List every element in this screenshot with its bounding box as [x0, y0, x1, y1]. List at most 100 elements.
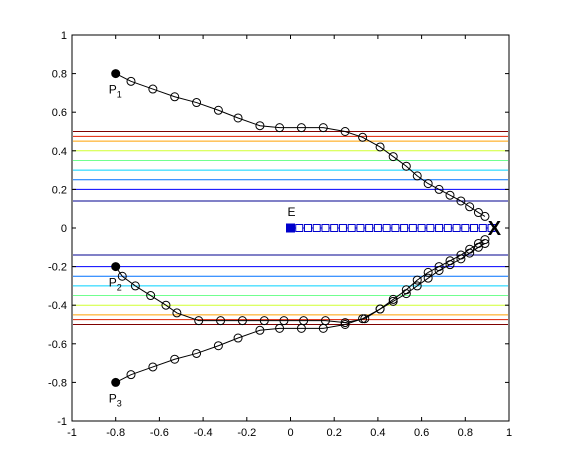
data-point — [255, 325, 265, 335]
data-point — [117, 271, 127, 281]
data-point — [365, 224, 374, 232]
x-tick-label: -0.8 — [106, 427, 125, 439]
e-label: E — [288, 205, 296, 219]
point-label: P2 — [109, 276, 122, 293]
data-point — [170, 354, 180, 364]
data-point — [192, 348, 202, 358]
point-label-sub: 3 — [117, 398, 122, 408]
data-point — [170, 92, 180, 102]
x-tick-label: -1 — [67, 427, 77, 439]
point-label: P3 — [109, 391, 122, 408]
data-point — [445, 190, 455, 200]
data-point — [423, 273, 433, 283]
data-point — [412, 281, 422, 291]
data-point — [318, 323, 328, 333]
point-label-sub: 2 — [117, 283, 122, 293]
x-marker-label: X — [488, 218, 502, 240]
data-point — [303, 224, 312, 232]
data-point — [408, 224, 417, 232]
data-point-start — [111, 377, 121, 387]
data-point — [233, 113, 243, 123]
x-tick-label: 0 — [287, 427, 293, 439]
x-tick-label: -0.4 — [194, 427, 213, 439]
x-tick-label: 0.4 — [370, 427, 385, 439]
series-layer — [111, 69, 496, 387]
data-point — [216, 316, 226, 326]
data-point — [423, 179, 433, 189]
data-point — [172, 308, 182, 318]
data-point — [296, 123, 306, 133]
data-point — [426, 224, 435, 232]
data-point — [473, 208, 483, 218]
data-point — [146, 291, 156, 301]
data-point — [130, 281, 140, 291]
data-point — [126, 370, 136, 380]
data-point — [480, 211, 490, 221]
data-point — [233, 333, 243, 343]
data-point — [480, 238, 490, 248]
data-point — [443, 224, 452, 232]
data-point — [445, 256, 455, 266]
data-point — [296, 323, 306, 333]
data-point — [259, 316, 269, 326]
y-tick-label: -1 — [57, 416, 67, 428]
data-point — [435, 224, 444, 232]
data-point — [275, 123, 285, 133]
data-point — [470, 224, 479, 232]
point-label-main: P — [109, 83, 117, 97]
data-point — [434, 262, 444, 272]
point-label-main: P — [109, 391, 117, 405]
series-3 — [111, 235, 490, 387]
data-point — [148, 362, 158, 372]
data-point — [401, 161, 411, 171]
series-1 — [111, 69, 490, 221]
data-point — [391, 224, 400, 232]
data-point — [465, 244, 475, 254]
data-point — [412, 171, 422, 181]
y-tick-label: 0.8 — [52, 69, 67, 81]
data-point — [456, 196, 466, 206]
data-point — [275, 323, 285, 333]
data-point — [255, 121, 265, 131]
data-point — [473, 238, 483, 248]
y-tick-label: 0.4 — [52, 146, 67, 158]
data-point — [279, 316, 289, 326]
data-point-start — [111, 69, 121, 79]
data-point — [237, 316, 247, 326]
data-point — [388, 152, 398, 162]
data-point — [401, 285, 411, 295]
data-point — [375, 304, 385, 314]
data-point — [417, 224, 426, 232]
x-tick-label: -0.2 — [237, 427, 256, 439]
x-tick-label: 0.6 — [414, 427, 429, 439]
series-line — [115, 243, 486, 324]
data-point — [487, 224, 496, 232]
data-point — [382, 224, 391, 232]
data-point — [148, 84, 158, 94]
band-lines — [73, 131, 508, 325]
data-point — [461, 224, 470, 232]
point-label-sub: 1 — [117, 90, 122, 100]
y-tick-label: -0.4 — [48, 300, 67, 312]
y-tick-label: -0.2 — [48, 262, 67, 274]
y-tick-label: 0.2 — [52, 184, 67, 196]
data-point — [192, 98, 202, 108]
data-point — [213, 105, 223, 115]
data-point — [375, 142, 385, 152]
y-tick-label: 1 — [61, 30, 67, 42]
data-point-start — [111, 262, 121, 272]
data-point — [452, 224, 461, 232]
data-point — [347, 224, 356, 232]
data-point — [318, 123, 328, 133]
data-point — [423, 267, 433, 277]
data-point — [194, 316, 204, 326]
data-point — [358, 314, 368, 324]
data-point — [360, 314, 370, 324]
data-point-start — [286, 223, 295, 233]
x-tick-label: 0.2 — [327, 427, 342, 439]
data-point — [213, 341, 223, 351]
data-point — [340, 127, 350, 136]
